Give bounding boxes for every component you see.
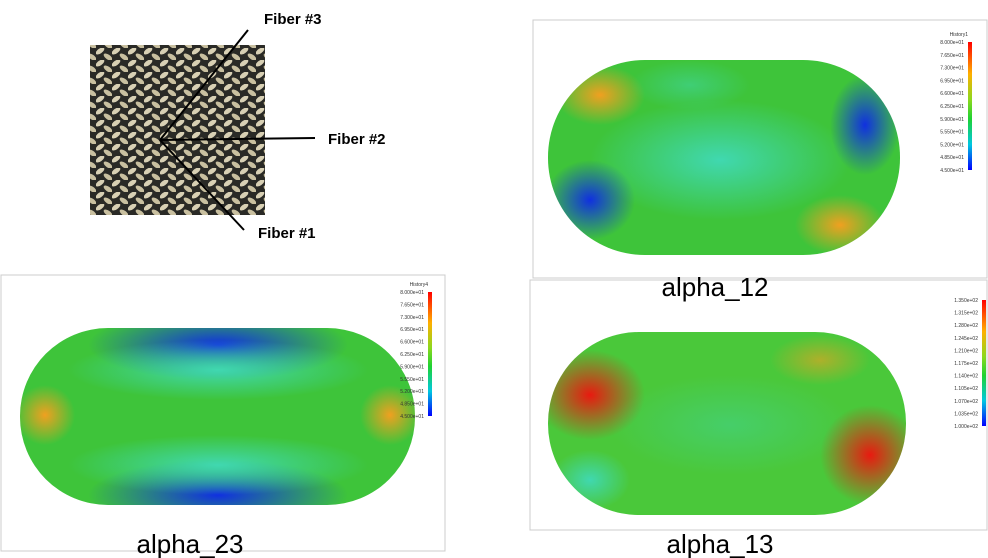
fiber-photo: Fiber #3 Fiber #2 Fiber #1 [90, 11, 386, 242]
legend-label: 6.950e+01 [940, 78, 964, 84]
legend-label: 6.600e+01 [400, 340, 424, 346]
legend-label: 6.250e+01 [400, 352, 424, 358]
legend-label: 1.070e+02 [954, 399, 978, 405]
contour-plot [15, 310, 420, 530]
legend-label: 1.035e+02 [954, 411, 978, 417]
legend-label: 5.900e+01 [940, 117, 964, 123]
legend-label: 7.650e+01 [940, 53, 964, 59]
caption: alpha_13 [667, 529, 774, 558]
legend-label: 4.850e+01 [400, 402, 424, 408]
legend-label: 5.200e+01 [940, 142, 964, 148]
legend-label: 1.000e+02 [954, 424, 978, 430]
legend-label: 7.300e+01 [400, 315, 424, 321]
caption: alpha_23 [137, 529, 244, 558]
legend-label: 1.175e+02 [954, 361, 978, 367]
legend-label: 5.900e+01 [400, 364, 424, 370]
legend-label: 8.000e+01 [940, 40, 964, 46]
contour-plot [535, 332, 920, 515]
figure: Fiber #3 Fiber #2 Fiber #1 alpha_12 Histo… [0, 0, 988, 558]
legend-label: 1.245e+02 [954, 336, 978, 342]
legend-label: 6.600e+01 [940, 91, 964, 97]
legend-label: 1.210e+02 [954, 348, 978, 354]
legend-label: 4.500e+01 [400, 414, 424, 420]
legend-label: 6.250e+01 [940, 104, 964, 110]
legend-label: 4.500e+01 [940, 168, 964, 174]
legend-label: 8.000e+01 [400, 290, 424, 296]
legend-title: History4 [410, 282, 429, 288]
fiber-label: Fiber #3 [264, 11, 322, 28]
legend-label: 1.315e+02 [954, 311, 978, 317]
legend-label: 5.200e+01 [400, 389, 424, 395]
color-bar [428, 292, 432, 416]
legend-label: 4.850e+01 [940, 155, 964, 161]
fiber-label: Fiber #1 [258, 225, 316, 242]
legend-label: 6.950e+01 [400, 327, 424, 333]
color-bar [968, 42, 972, 170]
legend-label: 7.650e+01 [400, 302, 424, 308]
legend-label: 5.550e+01 [400, 377, 424, 383]
legend-label: 1.280e+02 [954, 323, 978, 329]
legend-label: 5.550e+01 [940, 130, 964, 136]
contour-plot [545, 60, 900, 255]
legend-label: 1.140e+02 [954, 374, 978, 380]
caption: alpha_12 [662, 272, 769, 302]
legend-label: 1.350e+02 [954, 298, 978, 304]
legend-title: History1 [950, 32, 969, 38]
legend-label: 1.105e+02 [954, 386, 978, 392]
color-bar [982, 300, 986, 426]
fiber-label: Fiber #2 [328, 131, 386, 148]
legend-label: 7.300e+01 [940, 66, 964, 72]
